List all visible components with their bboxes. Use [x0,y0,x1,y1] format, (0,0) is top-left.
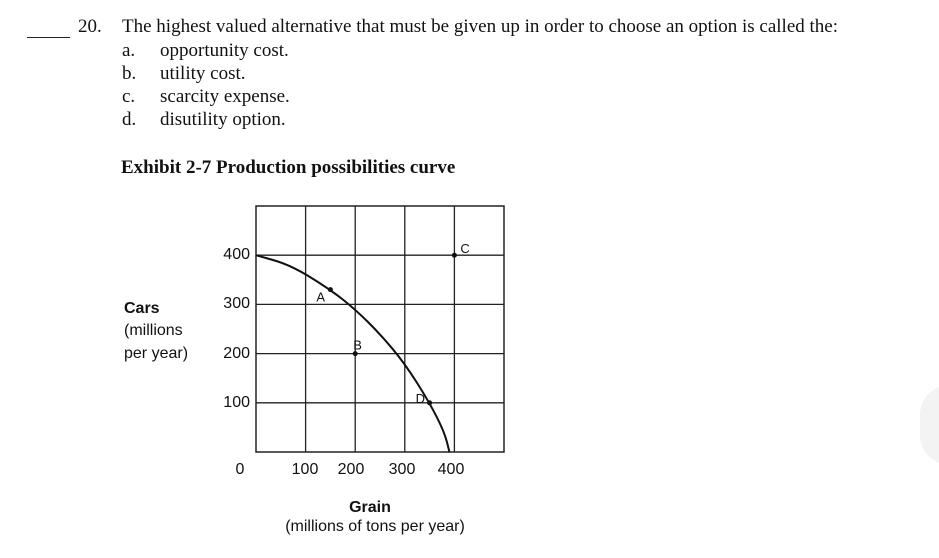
y-axis-label-line-2: (millions [124,322,183,339]
y-tick-label: 300 [223,295,250,312]
option-text: scarcity expense. [160,86,290,107]
y-tick-label: 400 [223,246,250,263]
plot-frame [255,205,505,453]
origin-label: 0 [235,461,245,478]
option-letter: a. [122,40,136,61]
x-tick-label: 300 [388,461,416,478]
option-letter: b. [122,63,137,84]
option-letter: c. [122,86,136,107]
point-c-label: C [460,241,469,256]
point-b-label: B [353,338,362,353]
question-text: The highest valued alternative that must… [122,16,838,37]
page-edge-shadow [920,385,939,465]
point-c-marker [451,252,457,258]
y-tick-label: 100 [223,394,250,411]
question-number: 20. [78,16,102,37]
point-d-marker [427,400,433,406]
ppc-points-layer: A B C D [316,241,469,406]
y-axis-label-line-1: Cars [124,300,160,317]
answer-blank-line [27,37,70,38]
point-a-label: A [316,290,325,305]
point-a-marker [327,287,333,293]
point-d-label: D [416,391,425,406]
chart-grid [255,205,505,453]
x-axis-label-line-1: Grain [349,499,391,516]
x-axis-label-line-2: (millions of tons per year) [285,518,465,535]
y-axis-label-line-3: per year) [124,345,189,362]
ppc-curve-layer [255,254,451,453]
ppc-curve [255,254,451,453]
point-b-marker [352,351,358,357]
x-tick-label: 400 [437,461,465,478]
option-letter: d. [122,109,137,130]
x-tick-label: 200 [337,461,365,478]
exhibit-title: Exhibit 2-7 Production possibilities cur… [121,157,456,178]
x-tick-label: 100 [291,461,319,478]
option-text: opportunity cost. [160,40,289,61]
option-text: utility cost. [160,63,246,84]
option-text: disutility option. [160,109,286,130]
y-tick-label: 200 [223,345,250,362]
